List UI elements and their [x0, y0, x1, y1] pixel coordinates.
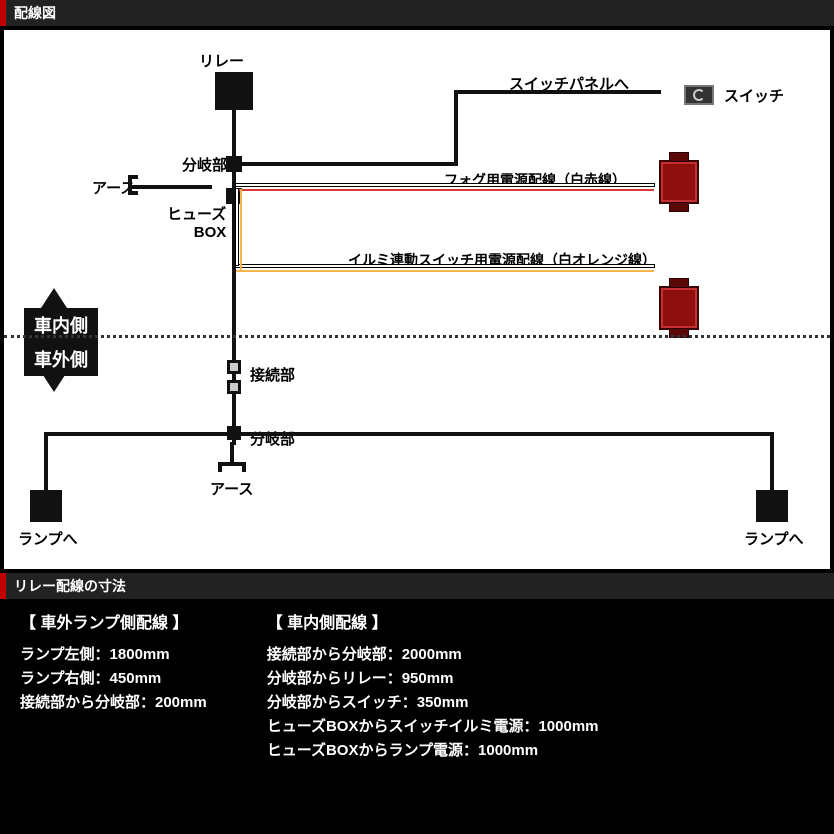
dim-row: 接続部から分岐部：2000mm	[267, 643, 599, 667]
dim-row: 分岐部からスイッチ：350mm	[267, 691, 599, 715]
header-dimensions: リレー配線の寸法	[0, 573, 834, 599]
lamp-right-box	[756, 490, 788, 522]
switch-panel-hline	[454, 90, 661, 94]
illumi-vert-white	[236, 189, 238, 265]
switch-to-trunk	[234, 162, 458, 166]
dimensions-interior-col: 【 車内側配線 】 接続部から分岐部：2000mm分岐部からリレー：950mm分…	[267, 609, 599, 763]
bunki-upper-label: 分岐部	[182, 154, 227, 175]
exterior-tag: 車外側	[24, 342, 98, 376]
illumi-wire-white	[236, 265, 654, 267]
branch-left-vline	[44, 432, 48, 490]
dim-row: ヒューズBOXからランプ電源：1000mm	[267, 739, 599, 763]
fuse-fog-icon	[659, 160, 699, 204]
dim-row: 分岐部からリレー：950mm	[267, 667, 599, 691]
arrow-up-icon	[41, 288, 67, 308]
connector-box-2	[227, 380, 241, 394]
fog-wire-white	[236, 184, 654, 186]
switch-label: スイッチ	[724, 85, 784, 106]
interior-exterior-divider	[4, 335, 830, 338]
earth-hline	[132, 185, 212, 189]
fusebox-label: ヒューズBOX	[167, 203, 226, 241]
header-wiring-diagram: 配線図	[0, 0, 834, 26]
fuse-illumi-icon	[659, 286, 699, 330]
illumi-vert-orange	[240, 189, 242, 270]
lamp-left-label: ランプへ	[18, 528, 78, 549]
earth2-connector-icon	[218, 462, 246, 472]
lamp-right-label: ランプへ	[744, 528, 804, 549]
arrow-down-icon	[41, 372, 67, 392]
fog-wire-red	[236, 189, 654, 191]
bunki-upper-box	[226, 156, 242, 172]
dim-row: ランプ左側：1800mm	[20, 643, 207, 667]
dim-row: 接続部から分岐部：200mm	[20, 691, 207, 715]
dim-row: ランプ右側：450mm	[20, 667, 207, 691]
earth-connector-icon	[128, 175, 138, 195]
branch-hline	[44, 432, 774, 436]
relay-label: リレー	[199, 50, 244, 71]
earth2-vline	[230, 442, 234, 462]
relay-box	[215, 72, 253, 110]
switch-panel-vline	[454, 90, 458, 165]
connector-label: 接続部	[250, 364, 295, 385]
dim-interior-rows: 接続部から分岐部：2000mm分岐部からリレー：950mm分岐部からスイッチ：3…	[267, 643, 599, 763]
earth2-label: アース	[210, 478, 253, 499]
header-wiring-diagram-text: 配線図	[14, 3, 56, 23]
wiring-diagram-canvas: リレースイッチパネルへスイッチアース分岐部ヒューズBOXフォグ用電源配線（白赤線…	[4, 30, 830, 569]
dim-exterior-rows: ランプ左側：1800mmランプ右側：450mm接続部から分岐部：200mm	[20, 643, 207, 715]
dim-interior-title: 【 車内側配線 】	[267, 609, 599, 633]
dim-exterior-title: 【 車外ランプ側配線 】	[20, 609, 207, 633]
dim-row: ヒューズBOXからスイッチイルミ電源：1000mm	[267, 715, 599, 739]
illumi-wire-orange	[236, 270, 654, 272]
switch-icon	[684, 85, 714, 105]
connector-box-1	[227, 360, 241, 374]
header-dimensions-text: リレー配線の寸法	[14, 576, 126, 596]
dimensions-panel: 【 車外ランプ側配線 】 ランプ左側：1800mmランプ右側：450mm接続部か…	[0, 599, 834, 783]
lamp-left-box	[30, 490, 62, 522]
fog-power-label: フォグ用電源配線（白赤線）	[444, 170, 626, 190]
branch-right-vline	[770, 432, 774, 490]
illumi-power-label: イルミ連動スイッチ用電源配線（白オレンジ線）	[348, 250, 656, 270]
dimensions-exterior-col: 【 車外ランプ側配線 】 ランプ左側：1800mmランプ右側：450mm接続部か…	[20, 609, 207, 763]
